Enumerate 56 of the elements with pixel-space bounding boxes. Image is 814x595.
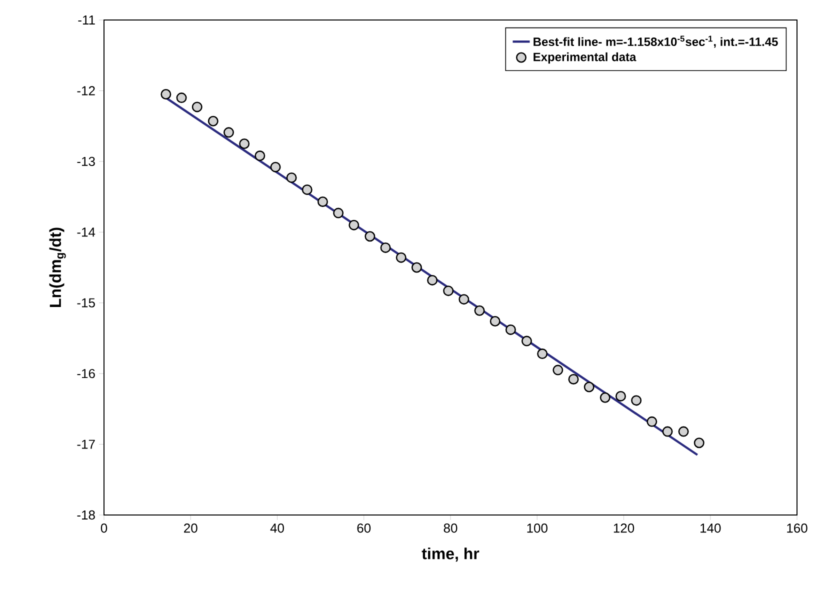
y-axis-title: Ln(dm$_{g}$/dt) — [49, 228, 66, 307]
y-tick-label: -18 — [77, 510, 95, 520]
point — [694, 438, 704, 448]
point — [521, 336, 532, 346]
x-tick-label: 160 — [787, 524, 808, 533]
y-tick-label: -15 — [77, 298, 95, 308]
point — [505, 324, 516, 335]
point — [380, 242, 391, 253]
point — [443, 286, 454, 296]
y-tick-label: -13 — [77, 156, 95, 166]
point — [600, 392, 610, 403]
point — [396, 252, 406, 263]
point — [427, 274, 438, 286]
y-tick-label: -12 — [77, 86, 95, 96]
point — [348, 220, 360, 230]
x-tick-label: 0 — [100, 524, 108, 533]
point — [333, 208, 344, 218]
point — [474, 305, 485, 316]
point — [584, 382, 594, 392]
point — [176, 92, 187, 104]
y-tick-label: -16 — [77, 368, 95, 378]
x-tick-label: 100 — [527, 524, 548, 533]
x-tick-label: 20 — [184, 524, 198, 533]
point — [223, 127, 234, 138]
point — [678, 426, 689, 437]
y-tick-label: -11 — [78, 16, 95, 24]
point — [192, 102, 202, 112]
point — [615, 390, 626, 402]
point — [208, 116, 218, 126]
x-tick-label: 120 — [614, 524, 634, 533]
x-tick-label: 40 — [270, 524, 284, 533]
point — [411, 262, 422, 273]
point — [160, 88, 172, 100]
x-tick-label: 60 — [357, 524, 371, 533]
legend-label: Experimental data — [534, 52, 636, 64]
point — [662, 426, 673, 437]
x-tick-label: 80 — [444, 524, 458, 533]
point — [364, 231, 376, 242]
point — [239, 138, 250, 149]
point — [458, 294, 470, 305]
point — [490, 316, 500, 326]
point — [568, 374, 579, 384]
point — [317, 196, 328, 207]
point — [302, 184, 312, 195]
x-tick-label: 140 — [700, 524, 721, 533]
point — [286, 172, 297, 183]
point — [537, 348, 548, 360]
x-axis-title: time, hr — [422, 548, 480, 562]
legend-label: Best-fit line- m=-1.158x10$^{-5}$sec$^{-1}$, int.=-11.45 — [534, 36, 778, 48]
y-tick-label: -17 — [77, 440, 95, 449]
y-tick-label: -14 — [77, 228, 96, 237]
point — [646, 416, 658, 427]
point — [631, 395, 642, 406]
point — [270, 162, 281, 172]
point — [254, 150, 266, 162]
point — [552, 364, 564, 376]
